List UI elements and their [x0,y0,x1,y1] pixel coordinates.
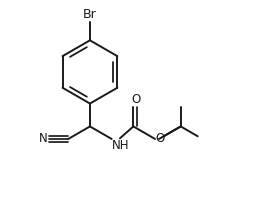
Text: NH: NH [112,140,130,152]
Text: N: N [39,133,47,145]
Text: Br: Br [83,8,97,21]
Text: O: O [131,92,140,106]
Text: O: O [156,132,165,145]
